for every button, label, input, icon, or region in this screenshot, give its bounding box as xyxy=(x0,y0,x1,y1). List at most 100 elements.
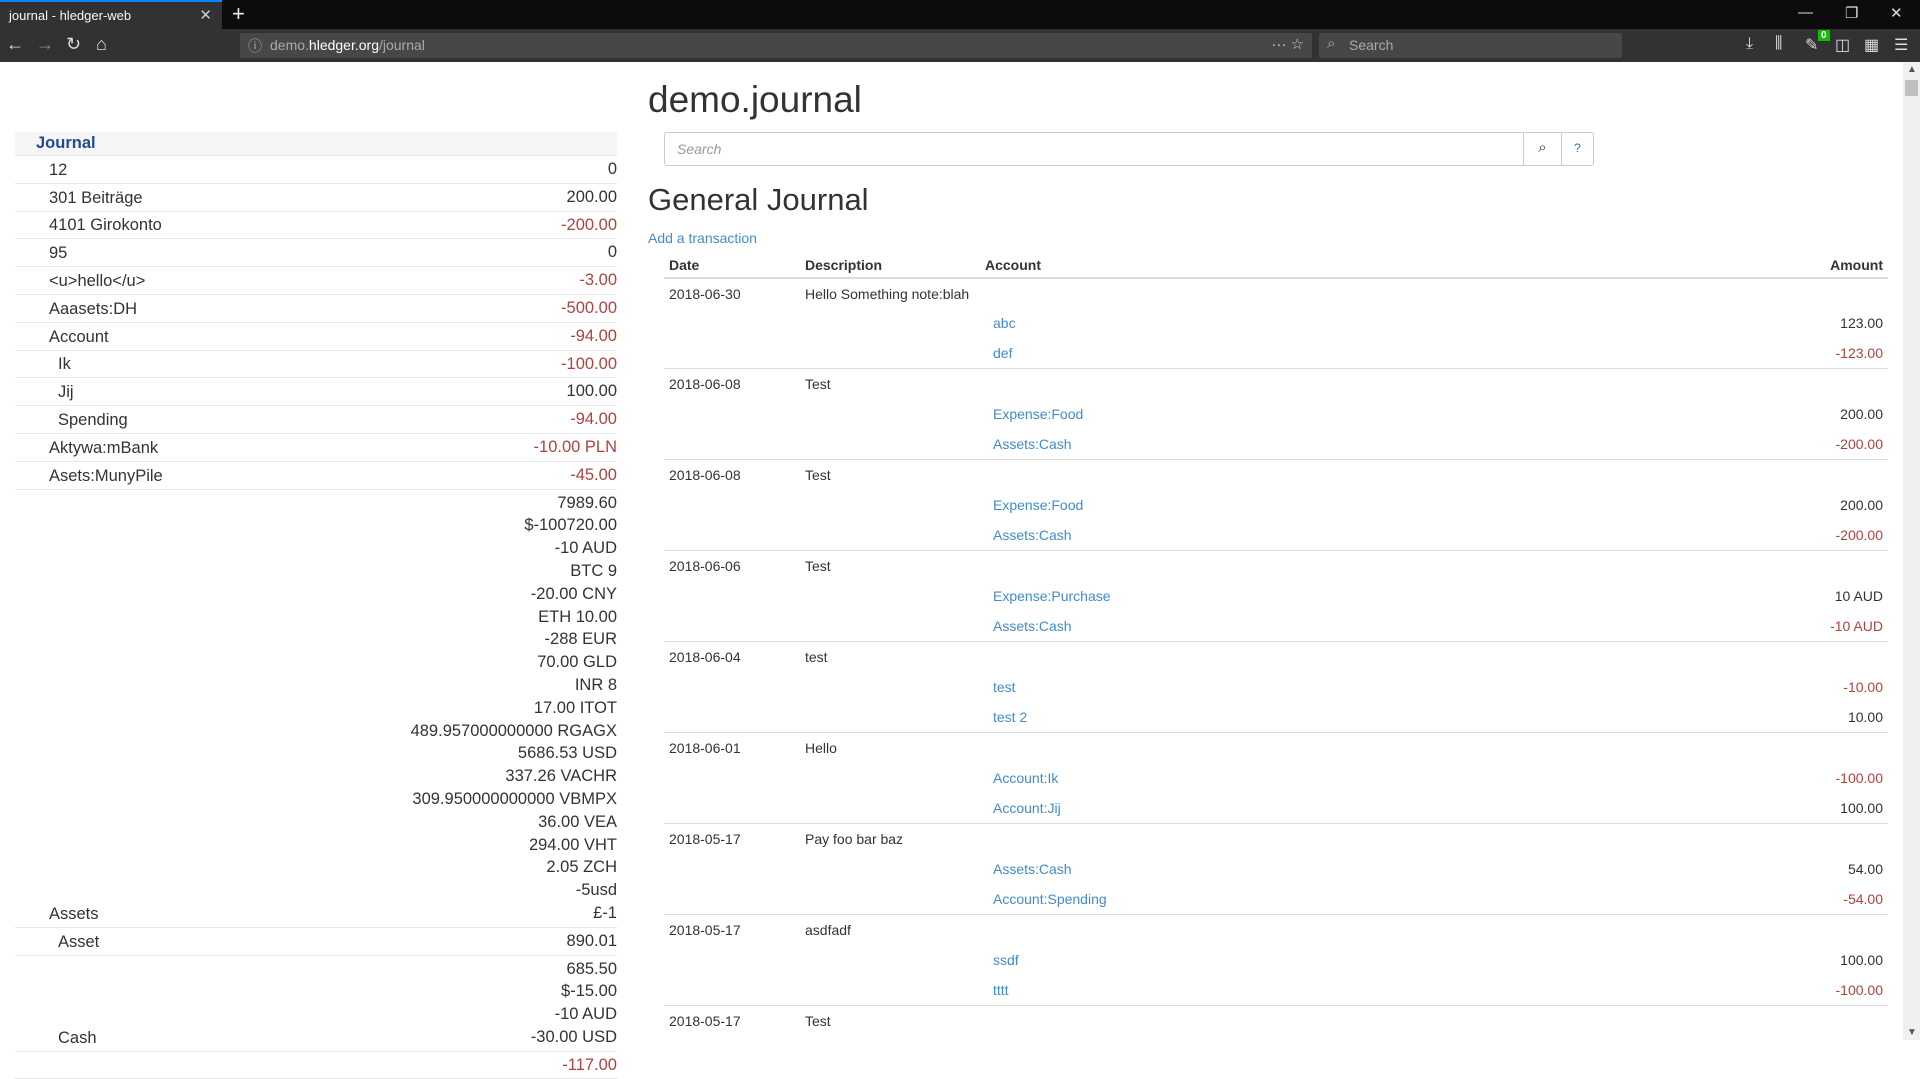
scroll-down-icon[interactable]: ▼ xyxy=(1907,1027,1917,1038)
transaction-row[interactable]: 2018-06-08 Test xyxy=(664,460,1888,490)
balance-amount: -10 AUD xyxy=(554,539,617,558)
containers-icon[interactable]: ▦ xyxy=(1864,37,1880,54)
empty-cell xyxy=(664,763,800,793)
transaction-row[interactable]: 2018-06-08 Test xyxy=(664,369,1888,399)
posting-account-link[interactable]: Assets:Cash xyxy=(980,429,1601,461)
account-name[interactable]: Cash xyxy=(58,1028,97,1047)
journal-table: Date Description Account Amount 2018-06-… xyxy=(664,252,1888,1035)
empty-cell xyxy=(800,611,980,643)
posting-account-link[interactable]: ssdf xyxy=(993,951,1019,968)
sidebar-account-row[interactable]: Account -94.00 xyxy=(15,323,617,351)
sidebar-account-row[interactable]: Ik -100.00 xyxy=(15,351,617,379)
account-name[interactable]: 12 xyxy=(49,160,68,179)
sidebar-account-row[interactable]: Assets 7989.60 $-100720.00 -10 AUD BTC 9 -20.… xyxy=(15,490,617,928)
transaction-row[interactable]: 2018-06-30 Hello Something note:blah xyxy=(664,278,1888,308)
sidebar-account-row[interactable]: Cash 685.50 $-15.00 -10 AUD -30.00 USD xyxy=(15,956,617,1052)
posting-account-link[interactable]: test 2 xyxy=(980,702,1601,733)
scrollbar-thumb[interactable] xyxy=(1905,80,1918,96)
balance-amount: -30.00 USD xyxy=(530,1027,617,1046)
tab-journal[interactable]: journal - hledger-web ✕ xyxy=(0,0,222,29)
sidebar-account-row[interactable]: 95 0 xyxy=(15,239,617,268)
page-actions-icon[interactable]: ··· ☆ xyxy=(1271,36,1304,53)
account-name[interactable]: 4101 Girokonto xyxy=(49,216,162,235)
library-icon[interactable]: ⫼ xyxy=(1775,35,1783,52)
posting-row: test 2 10.00 xyxy=(664,702,1888,733)
download-icon[interactable]: ⤓ xyxy=(1746,35,1754,52)
transaction-row[interactable]: 2018-05-17 Test xyxy=(664,1005,1888,1035)
account-name[interactable]: 301 Beiträge xyxy=(49,188,143,207)
balance-amount: 294.00 VHT xyxy=(528,835,617,854)
sidebar-account-row[interactable]: <u>hello</u> -3.00 xyxy=(15,267,617,295)
balance-amount: $-100720.00 xyxy=(524,516,617,535)
posting-account-link[interactable]: Assets:Cash xyxy=(993,860,1072,877)
restore-icon[interactable]: ❐ xyxy=(1845,5,1859,22)
close-tab-icon[interactable]: ✕ xyxy=(199,7,212,24)
balance-amount: BTC 9 xyxy=(570,561,617,580)
sidebar-account-row[interactable]: Asets:MunyPile -45.00 xyxy=(15,462,617,490)
transaction-date: 2018-06-06 xyxy=(669,558,741,575)
posting-account-link[interactable]: Assets:Cash xyxy=(980,520,1601,552)
posting-account-link[interactable]: Expense:Purchase xyxy=(993,588,1111,605)
reload-icon[interactable]: ↻ xyxy=(66,34,82,54)
transaction-row[interactable]: 2018-06-06 Test xyxy=(664,551,1888,581)
home-icon[interactable]: ⌂ xyxy=(96,34,107,54)
posting-account-link[interactable]: Account:Jij xyxy=(980,793,1601,824)
sidebar-account-row[interactable]: 12 0 xyxy=(15,156,617,184)
sidebar-account-row[interactable]: Aktywa:mBank -10.00 PLN xyxy=(15,434,617,462)
sidebar-account-row[interactable]: Asset 890.01 xyxy=(15,928,617,956)
account-balance: -94.00 xyxy=(570,408,617,431)
info-icon[interactable]: ⓘ xyxy=(248,38,262,54)
search-button[interactable]: ⌕ xyxy=(1523,133,1561,165)
sidebar-account-row[interactable]: Aaasets:DH -500.00 xyxy=(15,295,617,323)
url-bar[interactable]: ⓘ demo.hledger.org/journal ··· ☆ xyxy=(240,33,1312,58)
account-name[interactable]: 95 xyxy=(49,244,68,263)
posting-account-link[interactable]: tttt xyxy=(980,974,1601,1006)
posting-account-link[interactable]: Assets:Cash xyxy=(980,611,1601,643)
account-name[interactable]: Asset xyxy=(58,932,100,951)
sidebar-journal-link[interactable]: Journal xyxy=(15,132,617,156)
close-window-icon[interactable]: ✕ xyxy=(1890,5,1903,22)
posting-account-link[interactable]: Account:Ik xyxy=(993,769,1059,786)
posting-row: abc 123.00 xyxy=(664,308,1888,338)
posting-account-link[interactable]: def xyxy=(980,338,1601,370)
transaction-row[interactable]: 2018-05-17 asdfadf xyxy=(664,914,1888,944)
add-transaction-link[interactable]: Add a transaction xyxy=(648,230,757,246)
scrollbar[interactable]: ▲ ▼ xyxy=(1903,62,1920,1040)
forward-icon[interactable]: → xyxy=(36,34,54,54)
account-name[interactable]: <u>hello</u> xyxy=(49,271,146,290)
account-name[interactable]: Aktywa:mBank xyxy=(49,438,159,457)
empty-cell xyxy=(1600,914,1888,944)
account-name[interactable]: Account xyxy=(49,327,109,346)
sidebar-account-row[interactable]: -117.00 xyxy=(15,1052,617,1079)
sidebar-icon[interactable]: ◫ xyxy=(1835,37,1851,54)
sidebar-account-row[interactable]: 301 Beiträge 200.00 xyxy=(15,184,617,212)
transaction-row[interactable]: 2018-06-01 Hello xyxy=(664,732,1888,762)
sidebar-account-row[interactable]: Jij 100.00 xyxy=(15,378,617,407)
help-button[interactable]: ? xyxy=(1561,133,1593,165)
account-balance: -100.00 xyxy=(561,353,617,376)
account-name[interactable]: Jij xyxy=(58,383,74,402)
account-name[interactable]: Assets xyxy=(49,904,99,923)
search-input[interactable]: Search xyxy=(677,141,722,157)
transaction-row[interactable]: 2018-06-04 test xyxy=(664,642,1888,672)
posting-account-link[interactable]: test xyxy=(993,679,1016,695)
posting-account-link[interactable]: Expense:Food xyxy=(993,406,1084,423)
minimize-icon[interactable]: — xyxy=(1798,4,1813,21)
account-name[interactable]: Spending xyxy=(58,410,128,429)
sidebar-account-row[interactable]: Spending -94.00 xyxy=(15,406,617,434)
account-name[interactable]: Ik xyxy=(58,355,71,374)
web-search-input[interactable]: ⌕ Search xyxy=(1319,33,1622,58)
transaction-row[interactable]: 2018-05-17 Pay foo bar baz xyxy=(664,823,1888,853)
new-tab-icon[interactable]: + xyxy=(232,1,245,26)
posting-account-link[interactable]: Expense:Food xyxy=(993,497,1084,514)
menu-icon[interactable]: ☰ xyxy=(1894,37,1909,54)
posting-account-link[interactable]: Account:Spending xyxy=(980,883,1601,915)
balance-amount: £-1 xyxy=(593,903,617,922)
sidebar-account-row[interactable]: 4101 Girokonto -200.00 xyxy=(15,212,617,240)
posting-account-link[interactable]: abc xyxy=(993,315,1016,332)
scroll-up-icon[interactable]: ▲ xyxy=(1907,64,1917,75)
extension-icon[interactable]: ✎ xyxy=(1805,37,1819,54)
back-icon[interactable]: ← xyxy=(6,34,24,54)
account-name[interactable]: Asets:MunyPile xyxy=(49,466,163,485)
account-name[interactable]: Aaasets:DH xyxy=(49,299,138,318)
